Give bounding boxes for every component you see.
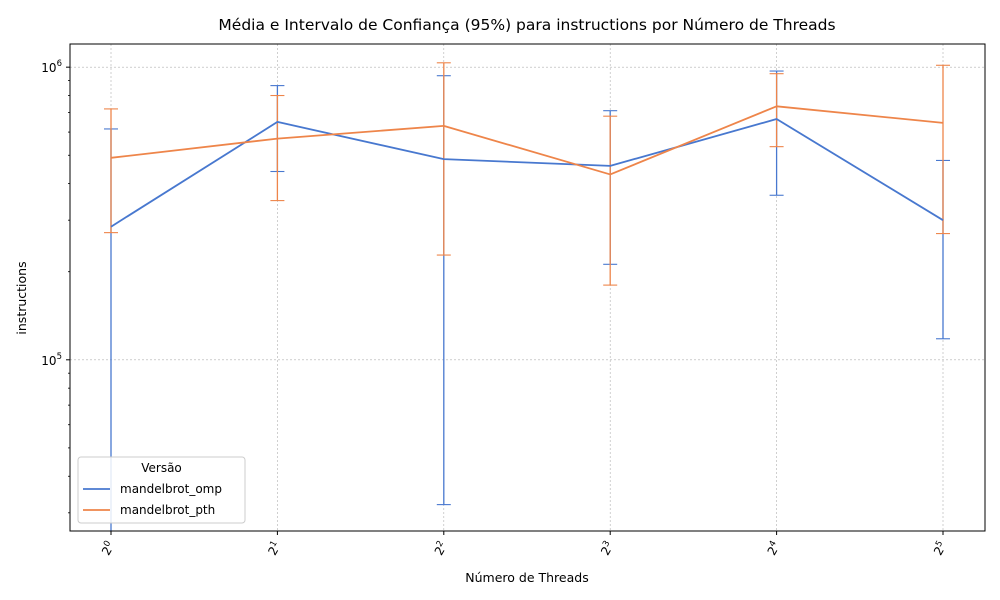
plot-area-frame: [69, 43, 986, 532]
series-line-mandelbrot_pth: [110, 105, 944, 176]
x-axis-label: Número de Threads: [465, 570, 588, 585]
series-lines: [110, 105, 944, 228]
legend-title: Versão: [141, 461, 182, 475]
chart-title: Média e Intervalo de Confiança (95%) par…: [218, 16, 835, 34]
y-tick-label: 105: [41, 352, 62, 368]
legend: Versão mandelbrot_omp mandelbrot_pth: [77, 456, 246, 524]
error-bars: [104, 62, 950, 531]
y-tick-label: 106: [41, 59, 62, 75]
series-line-mandelbrot_omp: [110, 118, 944, 228]
legend-items: mandelbrot_omp mandelbrot_pth: [83, 482, 222, 517]
legend-label: mandelbrot_pth: [120, 503, 215, 517]
legend-box: [77, 456, 246, 524]
legend-label: mandelbrot_omp: [120, 482, 222, 496]
y-axis-label: instructions: [14, 261, 29, 334]
